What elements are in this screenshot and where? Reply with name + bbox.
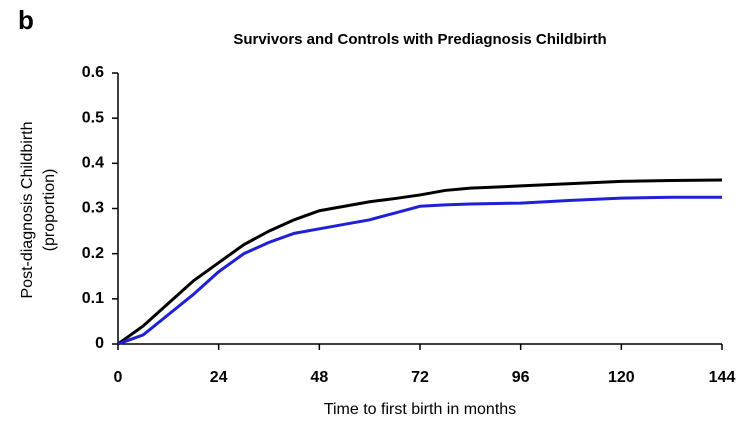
y-tick-label: 0.3 [82,200,104,217]
x-tick-label: 120 [608,369,635,386]
y-tick-label: 0.1 [82,290,104,307]
x-tick-label: 72 [411,369,429,386]
x-tick-label: 48 [310,369,328,386]
y-tick-label: 0.2 [82,245,104,262]
x-tick-label: 0 [114,369,123,386]
y-axis-label: (proportion) [41,169,58,252]
y-tick-label: 0.4 [82,155,104,172]
y-tick-label: 0.5 [82,109,104,126]
y-tick-label: 0.6 [82,64,104,81]
x-tick-label: 144 [709,369,736,386]
chart-title: Survivors and Controls with Prediagnosis… [233,31,606,48]
y-tick-label: 0 [95,335,104,352]
y-axis-label: Post-diagnosis Childbirth [19,122,36,299]
series-line [117,195,722,346]
x-tick-label: 96 [512,369,530,386]
series-line [117,178,723,346]
x-axis-label: Time to first birth in months [324,401,516,418]
panel-label: b [18,5,34,35]
x-tick-label: 24 [210,369,228,386]
